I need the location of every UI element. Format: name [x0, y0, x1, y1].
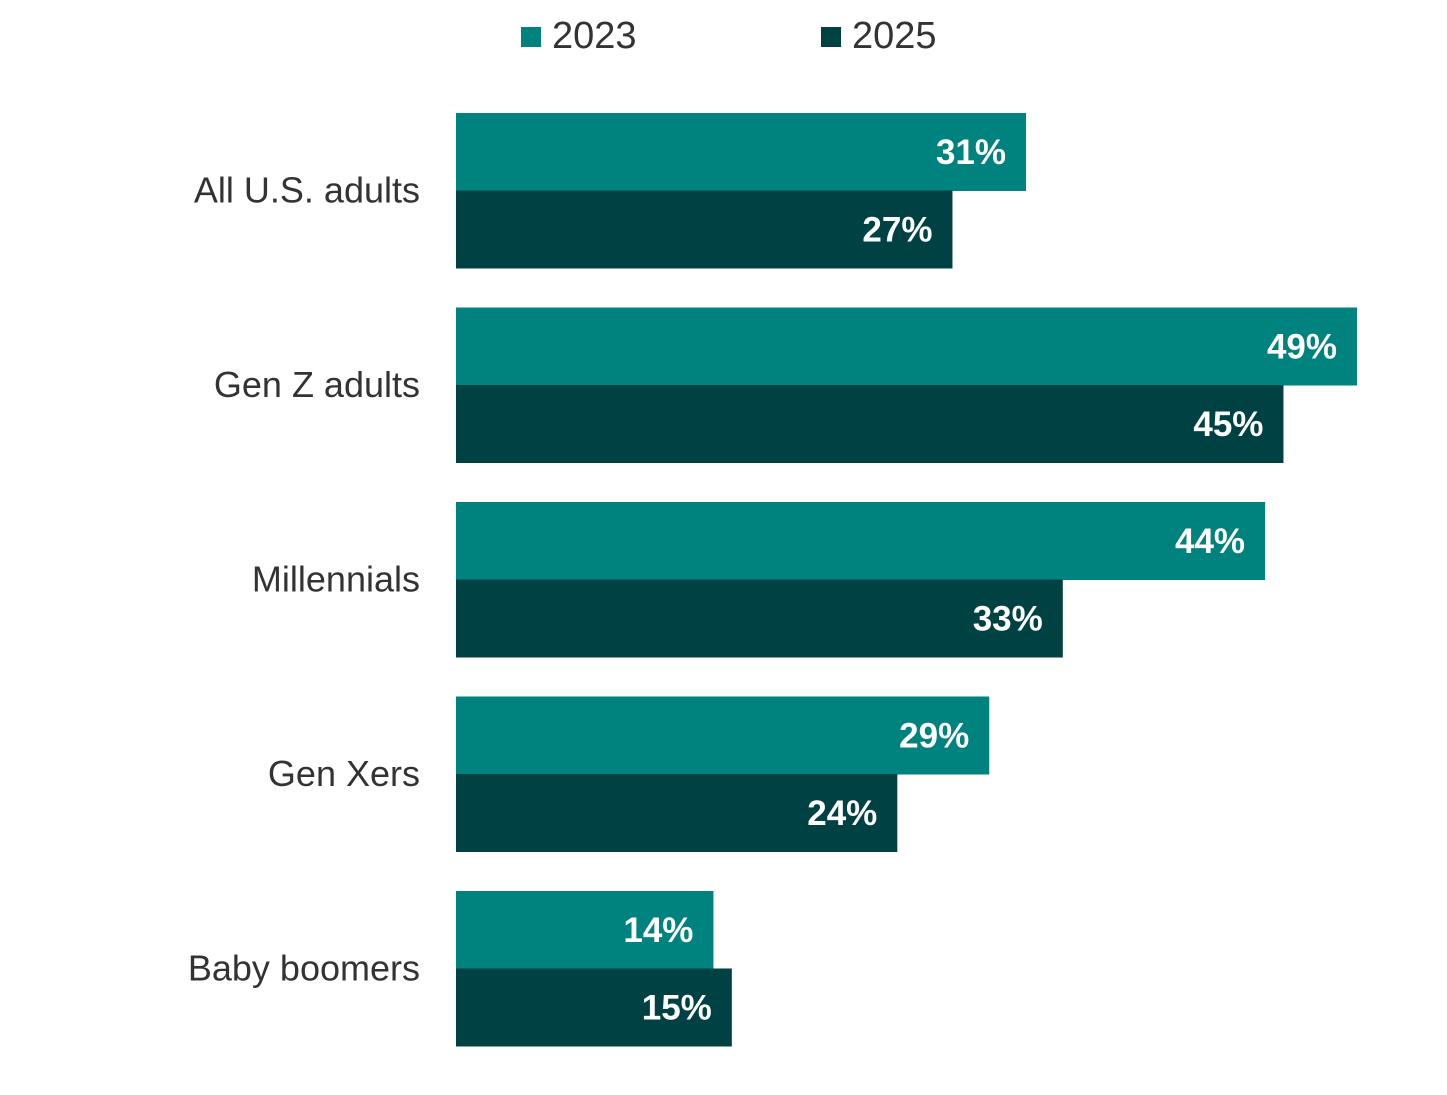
bar-2025	[456, 968, 732, 1047]
data-label: 44%	[1175, 522, 1245, 561]
category-group: Baby boomers 14% 15%	[188, 891, 732, 1047]
data-label: 45%	[1193, 405, 1263, 444]
category-label: Millennials	[252, 559, 420, 600]
bar-2023	[456, 307, 1357, 386]
bar-2023	[456, 891, 714, 969]
data-label: 49%	[1267, 327, 1337, 366]
bar-2025	[456, 579, 1063, 658]
category-group: Gen Z adults 49%45%	[214, 307, 1357, 463]
data-label: 31%	[936, 133, 1006, 172]
plot-area: All U.S. adults 31%27% Gen Z adults 49%45% M…	[188, 113, 1357, 1047]
data-label: 14%	[623, 911, 693, 950]
data-label: 27%	[862, 210, 932, 249]
category-group: Millennials 44% 33%	[252, 502, 1266, 658]
legend-swatch	[821, 27, 841, 47]
category-label: Gen Z adults	[214, 364, 420, 405]
bar-2025	[456, 385, 1284, 463]
category-label: Baby boomers	[188, 948, 420, 989]
bar-2023	[456, 113, 1027, 191]
bar-2023	[456, 696, 990, 775]
category-label: All U.S. adults	[194, 170, 420, 211]
bar-2023	[456, 502, 1266, 580]
legend: 2023 2025	[521, 15, 937, 57]
bar-2025	[456, 190, 953, 269]
category-label: Gen Xers	[268, 753, 420, 794]
category-group: Gen Xers 29% 24%	[268, 696, 990, 852]
data-label: 15%	[642, 988, 712, 1027]
data-label: 29%	[899, 716, 969, 755]
bar-2025	[456, 774, 898, 852]
legend-swatch	[521, 27, 541, 47]
data-label: 33%	[973, 599, 1043, 638]
data-label: 24%	[807, 794, 877, 833]
legend-label: 2025	[852, 15, 937, 57]
legend-item-2023: 2023	[521, 15, 637, 57]
legend-item-2025: 2025	[821, 15, 937, 57]
category-group: All U.S. adults 31%27%	[194, 113, 1027, 269]
legend-label: 2023	[552, 15, 637, 57]
